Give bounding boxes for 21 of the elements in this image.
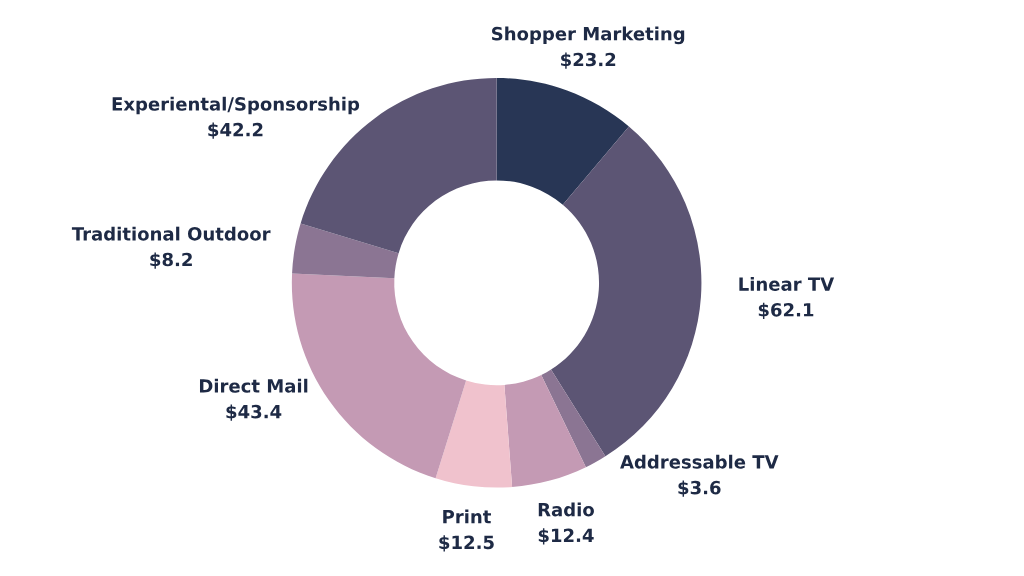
slice-label: Linear TV [739,276,835,291]
data-label: $23.2 [561,52,616,69]
data-label: $43.4 [226,404,282,421]
data-label: $42.2 [208,122,263,139]
donut-slice [504,374,586,488]
data-label: $12.5 [439,535,494,552]
slice-label: Experiental/Sponsorship [112,96,360,115]
slice-label: Print [443,509,491,524]
donut-slice [541,369,606,468]
data-label: $62.1 [758,302,814,320]
data-label: $3.6 [678,480,721,497]
data-label: $8.2 [150,252,192,269]
donut-slice [435,380,513,488]
slice-label: Traditional Outdoor [71,226,271,241]
data-label: $12.4 [538,528,594,545]
slice-label: Radio [538,502,594,517]
slice-label: Direct Mail [199,378,308,393]
slice-label: Shopper Marketing [492,26,685,45]
donut-slice [292,223,399,279]
slice-label: Addressable TV [620,454,779,469]
donut-slice [496,78,629,205]
